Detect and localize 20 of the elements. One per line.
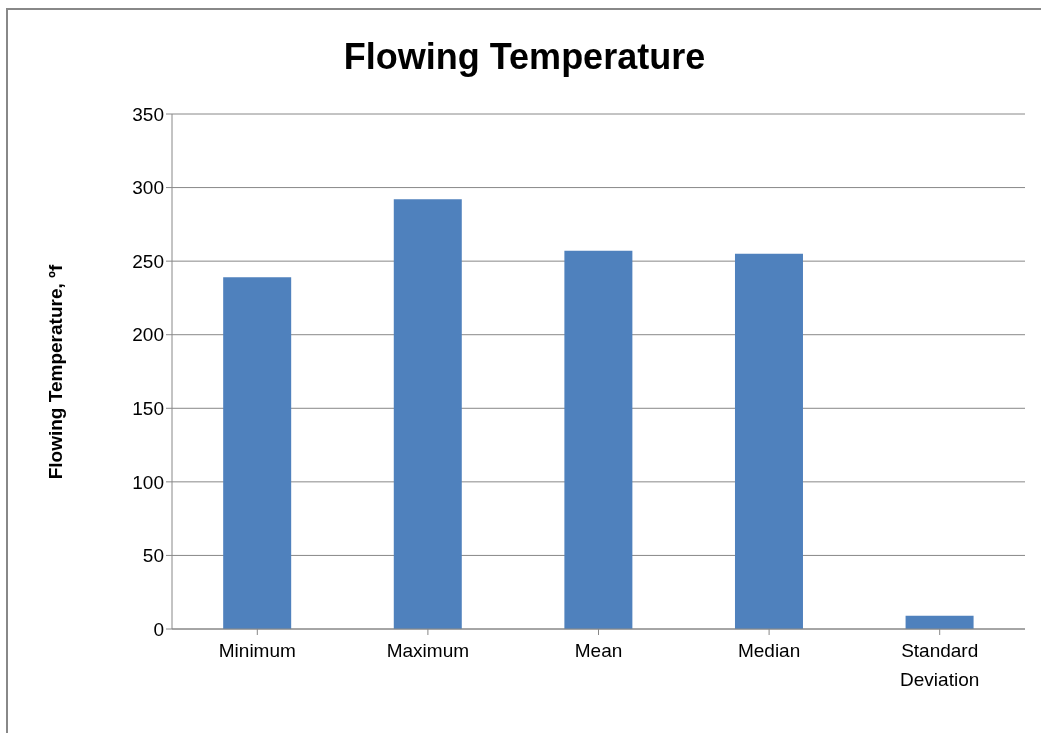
y-tick-label: 100 <box>132 471 164 493</box>
x-tick-label: Minimum <box>218 640 296 661</box>
y-tick-label: 50 <box>142 545 164 567</box>
x-tick-label: Standard Deviation <box>900 640 980 690</box>
y-tick-label: 200 <box>132 324 164 346</box>
x-tick-label: Median <box>737 640 801 661</box>
x-tick-label: Mean <box>574 640 623 661</box>
y-tick-label: 150 <box>132 398 164 420</box>
bar <box>393 199 462 629</box>
x-tick-label: Maximum <box>386 640 470 661</box>
chart-title: Flowing Temperature <box>342 36 707 78</box>
y-axis-title: Flowing Temperature, ºf <box>45 264 67 480</box>
y-tick-label: 250 <box>132 250 164 272</box>
bar <box>564 250 633 629</box>
y-tick-label: 350 <box>132 103 164 125</box>
y-tick-label: 0 <box>153 618 164 640</box>
bar <box>905 615 974 629</box>
bar <box>223 277 292 629</box>
y-tick-label: 300 <box>132 177 164 199</box>
bar <box>734 253 803 629</box>
